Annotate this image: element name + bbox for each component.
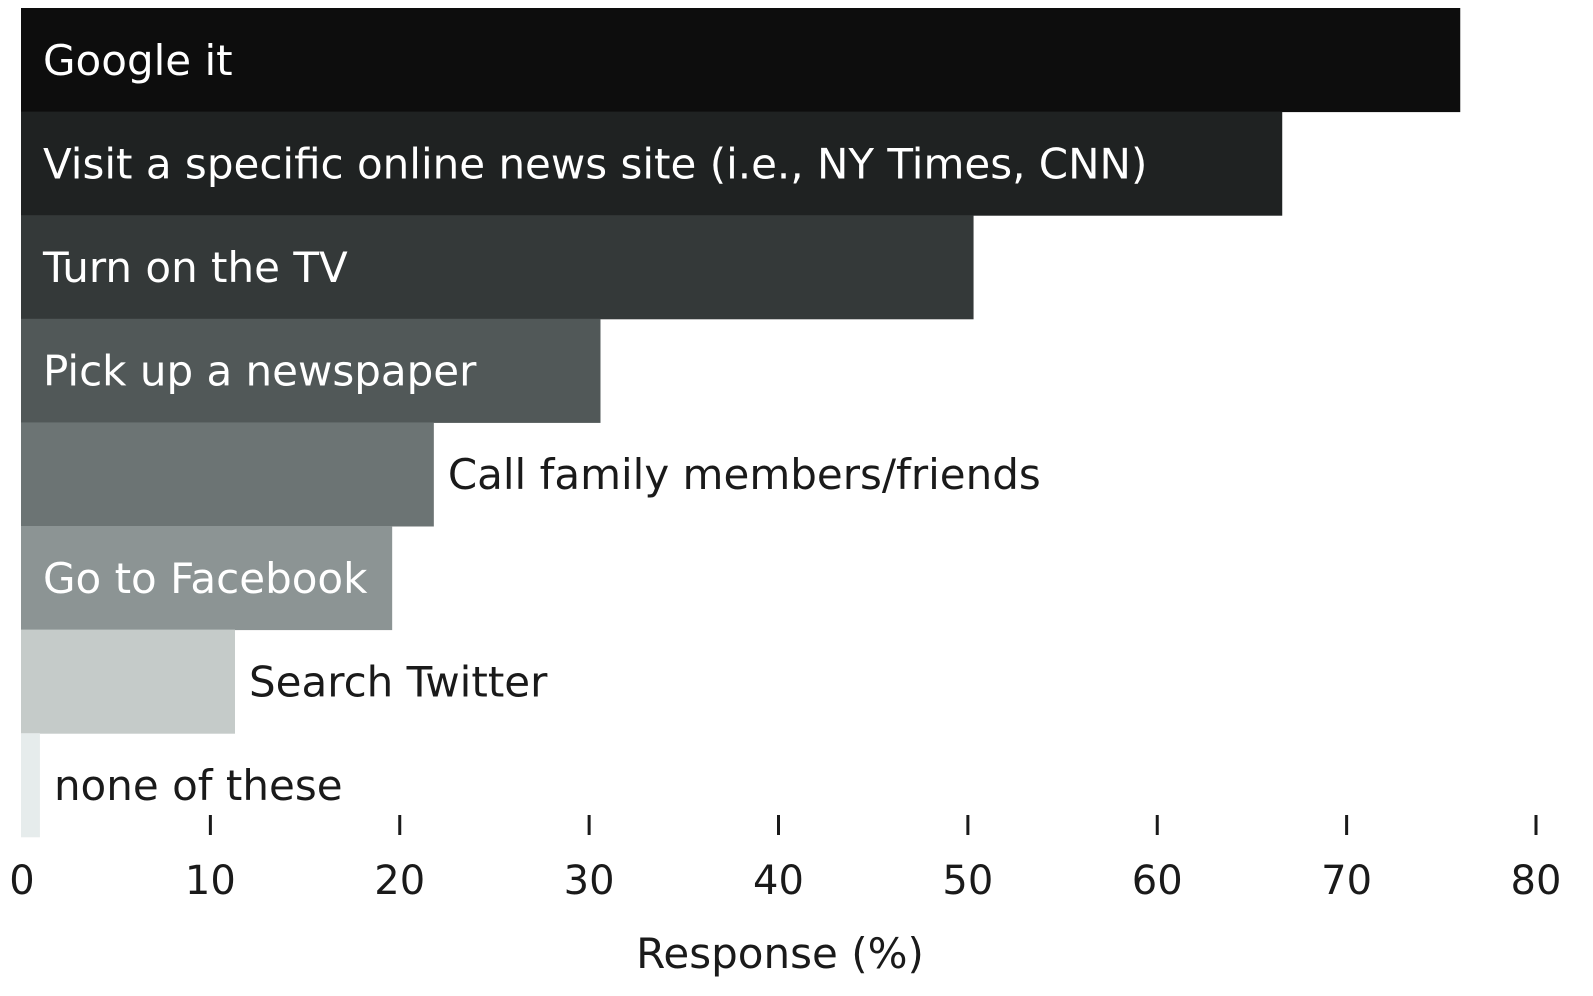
x-tick-label-60: 60 <box>1132 858 1183 904</box>
x-axis-title: Response (%) <box>636 929 924 978</box>
x-tick-label-70: 70 <box>1321 858 1372 904</box>
bars-layer: Google it Visit a specific online news si… <box>21 8 1461 838</box>
x-tick-label-10: 10 <box>185 858 236 904</box>
bar-label-7: Search Twitter <box>249 657 548 706</box>
bar-label-4: Pick up a newspaper <box>43 347 477 396</box>
bar-6 <box>21 526 393 631</box>
bar-7 <box>21 629 235 734</box>
bar-5 <box>21 422 434 527</box>
bar-1 <box>21 8 1461 113</box>
x-tick-label-50: 50 <box>942 858 993 904</box>
x-tick-label-40: 40 <box>753 858 804 904</box>
x-tick-label-30: 30 <box>564 858 615 904</box>
bar-label-5: Call family members/friends <box>448 450 1041 499</box>
x-axis: 0 10 20 30 40 50 60 70 80 <box>9 815 1561 904</box>
x-tick-label-80: 80 <box>1511 858 1562 904</box>
bar-label-1: Google it <box>43 36 233 85</box>
bar-label-6: Go to Facebook <box>43 554 368 603</box>
bar-label-2: Visit a specific online news site (i.e.,… <box>43 139 1147 188</box>
bar-label-3: Turn on the TV <box>42 243 348 292</box>
bar-4 <box>21 318 601 423</box>
bar-3 <box>21 215 974 320</box>
x-tick-label-20: 20 <box>374 858 425 904</box>
bar-2 <box>21 111 1283 216</box>
bar-label-8: none of these <box>54 761 343 810</box>
bar-8 <box>21 733 40 838</box>
x-tick-label-0: 0 <box>9 858 34 904</box>
